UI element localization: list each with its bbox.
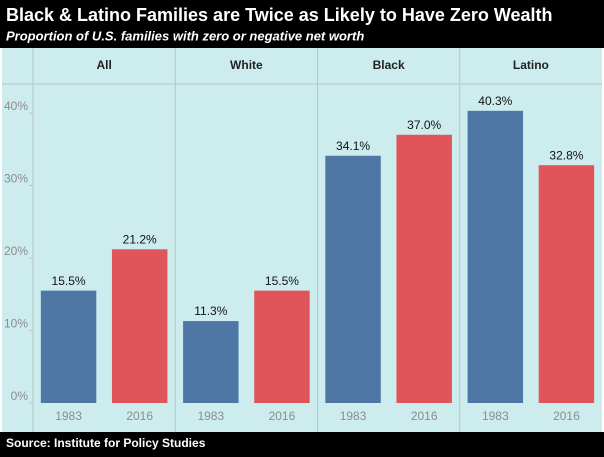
x-tick-label: 2016 (269, 409, 296, 423)
panel-label: Black (373, 58, 405, 72)
source-note: Source: Institute for Policy Studies (6, 436, 206, 450)
value-label: 40.3% (478, 94, 512, 108)
x-tick-label: 1983 (482, 409, 509, 423)
x-tick-label: 1983 (197, 409, 224, 423)
chart-subtitle: Proportion of U.S. families with zero or… (6, 28, 364, 43)
x-tick-label: 1983 (340, 409, 367, 423)
y-tick-label: 40% (4, 99, 28, 113)
value-label: 11.3% (194, 304, 227, 318)
bar (538, 165, 595, 403)
value-label: 34.1% (336, 139, 370, 153)
y-tick-label: 20% (4, 244, 28, 258)
footer-band (0, 432, 604, 457)
panel-label: Latino (513, 58, 549, 72)
y-tick-label: 0% (11, 389, 29, 403)
x-tick-label: 2016 (553, 409, 580, 423)
value-label: 15.5% (265, 274, 299, 288)
x-tick-label: 1983 (55, 409, 82, 423)
bar (183, 321, 239, 403)
panel-label: White (230, 58, 263, 72)
bar (325, 155, 381, 403)
x-tick-label: 2016 (411, 409, 438, 423)
x-tick-label: 2016 (126, 409, 153, 423)
header-band (0, 0, 604, 48)
bar (254, 290, 310, 403)
chart-title: Black & Latino Families are Twice as Lik… (6, 5, 553, 25)
value-label: 32.8% (549, 148, 583, 162)
value-label: 15.5% (52, 274, 86, 288)
bar (111, 249, 168, 403)
value-label: 37.0% (407, 118, 441, 132)
bar (396, 134, 452, 403)
panel-label: All (96, 58, 111, 72)
value-label: 21.2% (123, 232, 157, 246)
y-tick-label: 10% (4, 317, 28, 331)
bar (467, 110, 524, 403)
y-tick-label: 30% (4, 172, 28, 186)
bar (40, 290, 97, 403)
